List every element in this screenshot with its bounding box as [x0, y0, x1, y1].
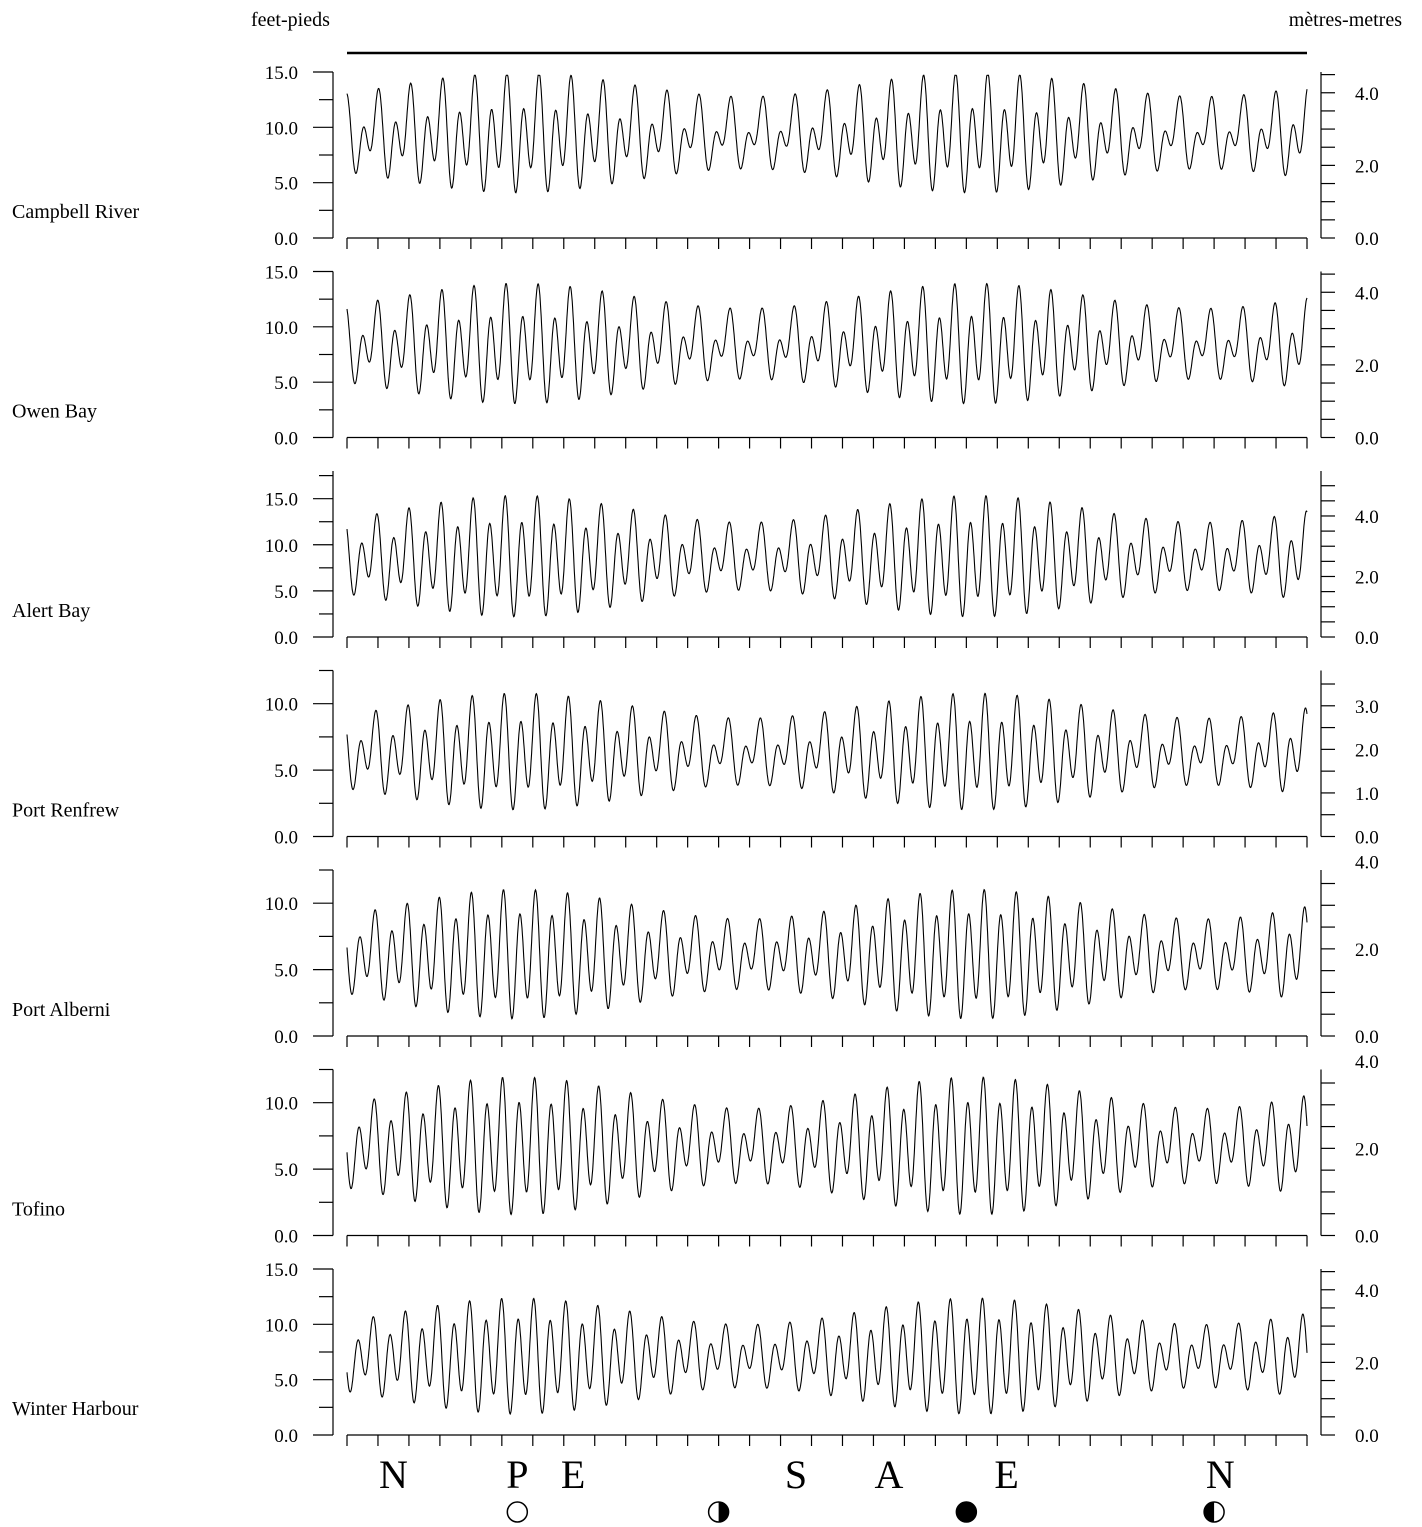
right-tick-label: 2.0	[1355, 356, 1379, 377]
new-moon-icon	[955, 1501, 978, 1523]
left-tick-label: 0.0	[274, 828, 298, 849]
left-tick-label: 15.0	[265, 1260, 298, 1281]
right-tick-label: 2.0	[1355, 1353, 1379, 1374]
tide-curve	[346, 692, 1308, 811]
left-tick-label: 0.0	[274, 1426, 298, 1447]
date-marker-letter: P	[506, 1452, 528, 1497]
date-marker-letter: S	[785, 1452, 807, 1497]
left-tick-label: 10.0	[265, 536, 298, 557]
left-tick-label: 10.0	[265, 318, 298, 339]
station-name: Campbell River	[12, 201, 140, 223]
left-tick-label: 10.0	[265, 1094, 298, 1115]
left-tick-label: 10.0	[265, 894, 298, 915]
left-tick-label: 10.0	[265, 1315, 298, 1336]
right-tick-label: 3.0	[1355, 697, 1379, 718]
right-tick-label: 0.0	[1355, 1227, 1379, 1248]
station-panel: Winter Harbour 0.0 5.0 10.0 15.0 0.0 2.0 4.0	[12, 1260, 1379, 1447]
station-panel: Port Alberni 0.0 5.0 10.0 0.0 2.0 4.0	[12, 853, 1379, 1048]
left-tick-label: 10.0	[265, 118, 298, 139]
station-panel: Owen Bay 0.0 5.0 10.0 15.0 0.0 2.0 4.0	[12, 263, 1379, 450]
tide-curve	[346, 1076, 1308, 1216]
left-tick-label: 15.0	[265, 490, 298, 511]
left-tick-label: 0.0	[274, 429, 298, 450]
left-tick-label: 5.0	[274, 373, 298, 394]
right-tick-label: 0.0	[1355, 828, 1379, 849]
station-name: Port Renfrew	[12, 800, 120, 822]
right-tick-label: 4.0	[1355, 1052, 1379, 1073]
right-tick-label: 0.0	[1355, 429, 1379, 450]
left-tick-label: 0.0	[274, 1027, 298, 1048]
station-name: Alert Bay	[12, 600, 90, 622]
left-tick-label: 0.0	[274, 1227, 298, 1248]
left-tick-label: 5.0	[274, 582, 298, 603]
right-tick-label: 4.0	[1355, 283, 1379, 304]
left-tick-label: 5.0	[274, 174, 298, 195]
station-panel: Alert Bay 0.0 5.0 10.0 15.0 0.0 2.0 4.0	[12, 471, 1379, 649]
first-quarter-icon	[1203, 1501, 1225, 1523]
right-tick-label: 2.0	[1355, 740, 1379, 761]
station-panel: Tofino 0.0 5.0 10.0 0.0 2.0 4.0	[12, 1052, 1379, 1247]
date-marker-letter: N	[1206, 1452, 1235, 1497]
right-unit-label: mètres-metres	[1289, 9, 1402, 31]
right-tick-label: 0.0	[1355, 229, 1379, 250]
tide-curve	[346, 1297, 1308, 1416]
left-tick-label: 0.0	[274, 229, 298, 250]
last-quarter-icon	[707, 1501, 730, 1523]
right-tick-label: 4.0	[1355, 1281, 1379, 1302]
right-tick-label: 0.0	[1355, 628, 1379, 649]
right-tick-label: 0.0	[1355, 1426, 1379, 1447]
left-tick-label: 5.0	[274, 1160, 298, 1181]
left-tick-label: 5.0	[274, 961, 298, 982]
right-tick-label: 2.0	[1355, 156, 1379, 177]
left-unit-label: feet-pieds	[251, 9, 330, 31]
left-tick-label: 10.0	[265, 695, 298, 716]
station-panel: Port Renfrew 0.0 5.0 10.0 0.0 1.0 2.0 3.0	[12, 669, 1379, 849]
date-marker-letter: E	[994, 1452, 1018, 1497]
left-tick-label: 5.0	[274, 761, 298, 782]
date-marker-letter: E	[561, 1452, 585, 1497]
left-tick-label: 15.0	[265, 263, 298, 284]
right-tick-label: 2.0	[1355, 1139, 1379, 1160]
tide-curve	[346, 282, 1308, 405]
tide-curve	[346, 494, 1308, 618]
right-tick-label: 2.0	[1355, 940, 1379, 961]
station-name: Winter Harbour	[12, 1398, 139, 1420]
right-tick-label: 4.0	[1355, 853, 1379, 874]
full-moon-icon	[506, 1501, 529, 1523]
date-marker-letter: A	[874, 1452, 903, 1497]
tide-curve	[346, 888, 1308, 1020]
tide-curve	[346, 74, 1308, 194]
station-panel: Campbell River 0.0 5.0 10.0 15.0 0.0 2.0 4.0	[12, 63, 1379, 250]
date-marker-letter: N	[379, 1452, 408, 1497]
left-tick-label: 0.0	[274, 628, 298, 649]
right-tick-label: 4.0	[1355, 84, 1379, 105]
station-name: Tofino	[12, 1199, 65, 1221]
station-name: Port Alberni	[12, 999, 111, 1021]
right-tick-label: 4.0	[1355, 507, 1379, 528]
left-tick-label: 5.0	[274, 1371, 298, 1392]
left-tick-label: 15.0	[265, 63, 298, 84]
station-name: Owen Bay	[12, 401, 97, 423]
right-tick-label: 1.0	[1355, 784, 1379, 805]
right-tick-label: 0.0	[1355, 1027, 1379, 1048]
right-tick-label: 2.0	[1355, 567, 1379, 588]
